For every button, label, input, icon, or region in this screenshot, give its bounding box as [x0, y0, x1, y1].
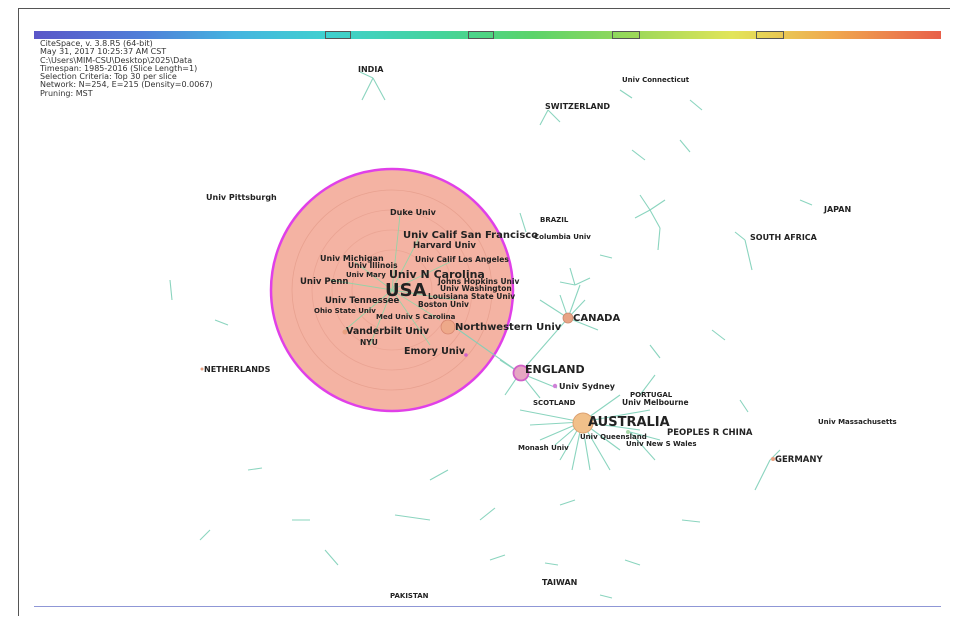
- info-line: Pruning: MST: [40, 88, 93, 98]
- node-label-harvard-univ: Harvard Univ: [413, 241, 476, 251]
- node-label-univ-illinois: Univ Illinois: [348, 261, 398, 270]
- node-label-pakistan: PAKISTAN: [390, 592, 429, 600]
- network-labels: INDIA Univ Connecticut SWITZERLAND Univ …: [204, 65, 897, 600]
- node-label-univ-queensland: Univ Queensland: [580, 433, 647, 441]
- node-label-ohio-state-univ: Ohio State Univ: [314, 307, 376, 315]
- node-label-univ-n-carolina: Univ N Carolina: [389, 268, 485, 281]
- node-label-univ-maryland: Univ Mary: [346, 271, 386, 279]
- node-label-emory-univ: Emory Univ: [404, 346, 466, 357]
- info-line: Timespan: 1985-2016 (Slice Length=1): [40, 63, 198, 73]
- color-bar-marker: [756, 31, 784, 39]
- node-label-duke-univ: Duke Univ: [390, 208, 437, 217]
- node-label-canada: CANADA: [573, 313, 620, 324]
- info-line: Network: N=254, E=215 (Density=0.0067): [40, 80, 213, 90]
- node-label-univ-penn: Univ Penn: [300, 277, 348, 287]
- node-label-peoples-r-china: PEOPLES R CHINA: [667, 428, 753, 438]
- node-label-med-univ-s-carolina: Med Univ S Carolina: [376, 313, 456, 321]
- node-label-scotland: SCOTLAND: [533, 399, 576, 407]
- canvas-bottom-line: [34, 606, 941, 607]
- node-label-univ-tennessee: Univ Tennessee: [325, 296, 400, 306]
- node-label-portugal: PORTUGAL: [630, 391, 673, 399]
- node-label-northwestern-univ: Northwestern Univ: [455, 322, 562, 333]
- node-label-univ-massachusetts: Univ Massachusetts: [818, 418, 897, 426]
- node-label-netherlands: NETHERLANDS: [204, 365, 271, 374]
- node-label-columbia-univ: Columbia Univ: [534, 233, 591, 241]
- network-info-panel: CiteSpace, v. 3.8.R5 (64-bit) May 31, 20…: [40, 39, 213, 98]
- info-line: Selection Criteria: Top 30 per slice: [40, 72, 177, 82]
- node-label-england: ENGLAND: [525, 363, 585, 376]
- node-label-univ-melbourne: Univ Melbourne: [622, 398, 689, 407]
- node-label-australia: AUSTRALIA: [588, 415, 670, 430]
- info-line: May 31, 2017 10:25:37 AM CST: [40, 47, 167, 57]
- node-label-univ-calif-san-francisco: Univ Calif San Francisco: [403, 230, 538, 241]
- node-label-india: INDIA: [358, 65, 384, 74]
- node-label-usa: USA: [385, 280, 427, 301]
- network-nodes[interactable]: [200, 312, 776, 461]
- node-label-taiwan: TAIWAN: [542, 578, 577, 587]
- color-bar-marker: [325, 31, 351, 39]
- node-label-louisiana-state-univ: Louisiana State Univ: [428, 292, 515, 301]
- color-bar-marker: [468, 31, 494, 39]
- node-label-johns-hopkins-univ: Johns Hopkins Univ: [437, 277, 519, 286]
- node-label-germany: GERMANY: [775, 455, 823, 465]
- node-label-nyu: NYU: [360, 338, 378, 347]
- timeline-color-bar: [34, 31, 941, 39]
- info-line: C:\Users\MIM-CSU\Desktop\2025\Data: [40, 55, 193, 65]
- node-label-univ-connecticut: Univ Connecticut: [622, 76, 690, 84]
- node-label-univ-pittsburgh: Univ Pittsburgh: [206, 193, 277, 202]
- node-label-univ-new-s-wales: Univ New S Wales: [626, 440, 697, 448]
- node-label-south-africa: SOUTH AFRICA: [750, 233, 818, 242]
- node-label-brazil: BRAZIL: [540, 216, 569, 224]
- node-label-vanderbilt-univ: Vanderbilt Univ: [346, 326, 430, 337]
- node-label-switzerland: SWITZERLAND: [545, 102, 610, 111]
- node-label-boston-univ: Boston Univ: [418, 300, 469, 309]
- node-label-univ-calif-los-angeles: Univ Calif Los Angeles: [415, 255, 509, 264]
- color-bar-marker: [612, 31, 640, 39]
- node-label-univ-washington: Univ Washington: [440, 284, 512, 293]
- node-label-univ-michigan: Univ Michigan: [320, 254, 384, 263]
- node-label-univ-sydney: Univ Sydney: [559, 382, 616, 391]
- info-line: CiteSpace, v. 3.8.R5 (64-bit): [40, 39, 153, 48]
- node-label-japan: JAPAN: [823, 205, 851, 214]
- usa-cluster[interactable]: [269, 167, 515, 413]
- network-edges: [169, 71, 813, 599]
- node-label-monash-univ: Monash Univ: [518, 444, 569, 452]
